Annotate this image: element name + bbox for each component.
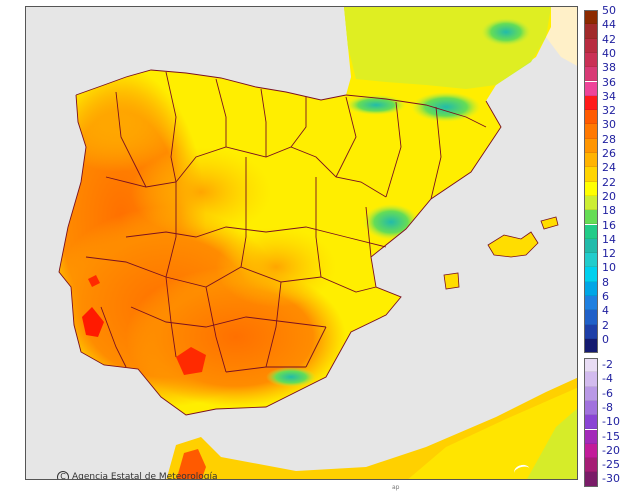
legend-swatch [584, 372, 598, 387]
legend-swatch [584, 10, 598, 25]
legend-label: 20 [602, 189, 616, 203]
legend-swatch [584, 238, 598, 254]
legend-label: 2 [602, 318, 609, 332]
legend-label: -30 [602, 472, 620, 486]
legend-label: 34 [602, 89, 616, 103]
legend-label: -4 [602, 372, 613, 386]
legend-positive-outline [584, 10, 598, 354]
temperature-field [59, 7, 551, 407]
legend-label: 8 [602, 275, 609, 289]
legend-swatch [584, 281, 598, 296]
legend-label: 28 [602, 132, 616, 146]
northeast-edge [546, 7, 577, 66]
legend-swatch [584, 181, 598, 196]
legend-label: -10 [602, 415, 620, 429]
mallorca [487, 231, 539, 258]
legend-swatch [584, 224, 598, 239]
legend-label: 36 [602, 75, 616, 89]
legend-label: 6 [602, 290, 609, 303]
legend-label: 10 [602, 261, 616, 275]
legend-label: 24 [602, 161, 616, 175]
legend-label: 38 [602, 61, 616, 75]
legend-label: 0 [602, 332, 609, 346]
legend-swatch [584, 67, 598, 82]
legend-swatch [584, 167, 598, 182]
agency-credit: C Agencia Estatal de Meteorología [57, 471, 218, 480]
legend-label: 12 [602, 247, 616, 261]
temperature-legend: 50 44 42 40 38 36 34 32 30 28 26 24 22 20 18 16 14 12 10 8 6… [584, 5, 630, 487]
legend-label: -6 [602, 386, 613, 400]
legend-label: 30 [602, 118, 616, 132]
legend-swatch [584, 386, 598, 401]
legend-swatch [584, 253, 598, 268]
legend-label: 44 [602, 18, 616, 32]
province-boundaries [58, 69, 502, 416]
legend-label: 42 [602, 32, 616, 46]
legend-label: 4 [602, 304, 609, 318]
copyright-icon: C [57, 471, 69, 479]
swirl-icon [512, 463, 532, 479]
legend-swatch [584, 110, 598, 125]
legend-label: -8 [602, 400, 613, 414]
legend-swatch [584, 24, 598, 39]
legend-swatch [584, 195, 598, 211]
legend-swatch [584, 429, 598, 444]
legend-label: -20 [602, 443, 620, 457]
legend-label: 16 [602, 218, 616, 232]
legend-label: -2 [602, 358, 613, 371]
legend-label: -25 [602, 458, 620, 472]
legend-swatch [584, 81, 598, 96]
legend-label: -15 [602, 429, 620, 443]
legend-swatch [584, 210, 598, 225]
ibiza [443, 272, 460, 290]
legend-swatch [584, 153, 598, 168]
legend-swatch [584, 296, 598, 311]
legend-swatch [584, 415, 598, 430]
map-canvas [26, 7, 577, 479]
brand-logo: aemet [512, 462, 577, 479]
legend-swatch [584, 358, 598, 373]
legend-swatch [584, 324, 598, 339]
legend-swatch [584, 138, 598, 153]
credit-text: Agencia Estatal de Meteorología [72, 472, 218, 480]
legend-swatch [584, 400, 598, 416]
legend-swatch [584, 310, 598, 325]
legend-swatch [584, 458, 598, 473]
legend-swatch [584, 267, 598, 282]
legend-label: 14 [602, 232, 616, 246]
legend-negative-outline [584, 358, 598, 487]
legend-label: 18 [602, 204, 616, 218]
legend-label: 40 [602, 46, 616, 60]
temperature-map: C Agencia Estatal de Meteorología aemet [25, 6, 578, 480]
legend-label: 32 [602, 104, 616, 118]
legend-label: 22 [602, 175, 616, 189]
legend-swatch [584, 124, 598, 139]
legend-label: 26 [602, 147, 616, 160]
legend-swatch [584, 52, 598, 68]
bottom-mark: ap [392, 484, 400, 491]
legend-swatch [584, 95, 598, 111]
legend-label: 50 [602, 4, 616, 17]
legend-swatch [584, 443, 598, 459]
menorca [540, 216, 559, 230]
legend-swatch [584, 38, 598, 53]
